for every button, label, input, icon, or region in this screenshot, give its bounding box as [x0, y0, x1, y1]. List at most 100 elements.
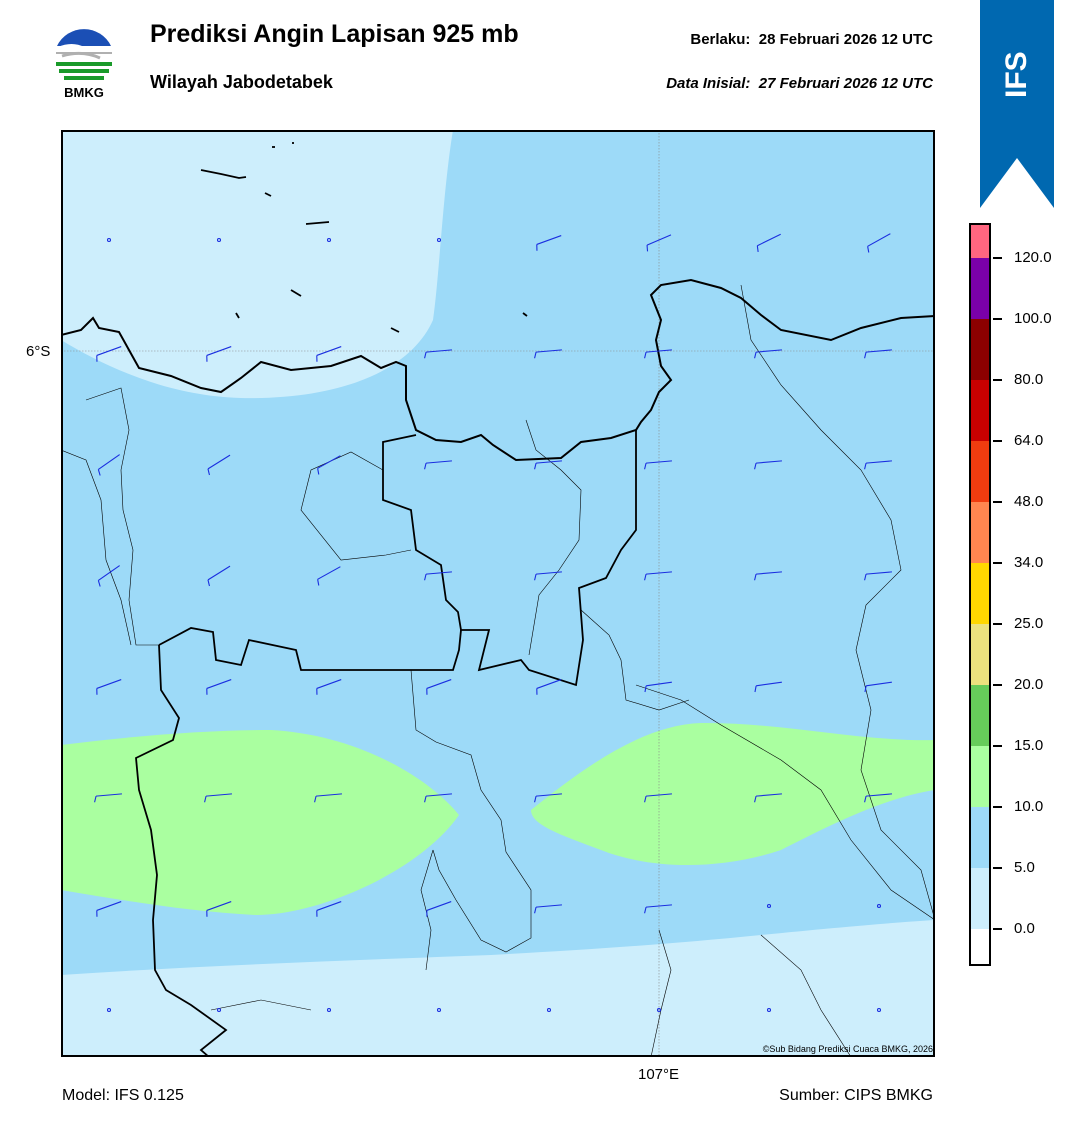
wind-barb: [97, 565, 120, 587]
wind-barb: [864, 793, 892, 803]
wind-barb: [644, 349, 672, 359]
latitude-label: 6°S: [26, 343, 51, 360]
copyright-text: ©Sub Bidang Prediksi Cuaca BMKG, 2026: [762, 1044, 933, 1054]
model-info: Model: IFS 0.125: [62, 1087, 184, 1104]
wind-barb: [644, 460, 672, 470]
wind-barb: [206, 901, 232, 917]
wind-barb: [644, 681, 672, 693]
wind-barb: [754, 793, 782, 803]
wind-barb: [424, 460, 452, 470]
colorbar-segment: [969, 319, 991, 381]
colorbar-tick-label: 80.0: [1014, 371, 1044, 388]
colorbar-tick: [993, 257, 1002, 259]
calm-wind-marker: [656, 1007, 662, 1013]
calm-wind-marker: [436, 237, 442, 243]
wind-barb: [864, 460, 892, 470]
colorbar-segment: [969, 746, 991, 808]
wind-barb: [644, 571, 672, 581]
colorbar-tick-label: 15.0: [1014, 737, 1044, 754]
wind-barb: [644, 904, 672, 914]
wind-barb: [316, 346, 342, 362]
wind-barb: [424, 571, 452, 581]
calm-wind-marker: [216, 1007, 222, 1013]
wind-barb: [534, 460, 562, 470]
colorbar-tick-label: 0.0: [1014, 920, 1035, 937]
wind-barb: [317, 566, 341, 586]
wind-barbs: [94, 233, 892, 1013]
wind-barb: [536, 679, 562, 695]
wind-barb: [204, 793, 232, 803]
colorbar-tick-label: 34.0: [1014, 554, 1044, 571]
longitude-label: 107°E: [638, 1066, 680, 1083]
wind-barb: [867, 233, 891, 253]
colorbar-segment: [969, 502, 991, 564]
wind-barb: [534, 904, 562, 914]
wind-barb: [96, 901, 122, 917]
source-info: Sumber: CIPS BMKG: [779, 1087, 933, 1104]
init-time: Data Inisial: 27 Februari 2026 12 UTC: [666, 75, 933, 92]
wind-barb: [644, 793, 672, 803]
wind-barb: [754, 571, 782, 581]
wind-barb: [97, 454, 120, 476]
colorbar-tick: [993, 867, 1002, 869]
bmkg-logo: [54, 26, 114, 86]
colorbar-tick: [993, 562, 1002, 564]
wind-barb: [754, 460, 782, 470]
wind-barb: [316, 901, 342, 917]
wind-barb: [426, 679, 452, 695]
wind-barb: [96, 679, 122, 695]
calm-wind-marker: [326, 237, 332, 243]
java-coastline: [61, 278, 935, 462]
calm-wind-marker: [766, 903, 772, 909]
colorbar-tick-label: 100.0: [1014, 310, 1052, 327]
calm-wind-marker: [106, 237, 112, 243]
calm-wind-marker: [106, 1007, 112, 1013]
colorbar-tick-label: 48.0: [1014, 493, 1044, 510]
wind-barb: [96, 346, 122, 362]
colorbar-tick: [993, 318, 1002, 320]
calm-wind-marker: [436, 1007, 442, 1013]
wind-barb: [754, 349, 782, 359]
calm-wind-marker: [876, 1007, 882, 1013]
colorbar: [969, 223, 991, 966]
wind-barb: [756, 233, 781, 253]
calm-wind-marker: [546, 1007, 552, 1013]
colorbar-tick-label: 120.0: [1014, 249, 1052, 266]
calm-wind-marker: [876, 903, 882, 909]
colorbar-tick-label: 5.0: [1014, 859, 1035, 876]
calm-wind-marker: [766, 1007, 772, 1013]
wind-region-lt5-south: [61, 920, 935, 1057]
colorbar-segment: [969, 258, 991, 320]
colorbar-tick: [993, 684, 1002, 686]
model-ribbon: [980, 0, 1054, 208]
valid-label: Berlaku:: [690, 31, 751, 48]
wind-barb: [864, 349, 892, 359]
valid-value: 28 Februari 2026 12 UTC: [758, 31, 933, 48]
wind-barb: [206, 346, 232, 362]
wind-barb: [424, 349, 452, 359]
calm-wind-marker: [326, 1007, 332, 1013]
wind-region-lt5-north: [61, 130, 453, 399]
colorbar-tick-label: 10.0: [1014, 798, 1044, 815]
colorbar-tick: [993, 806, 1002, 808]
wind-band-10-15-east: [531, 722, 935, 865]
wind-barb: [206, 679, 232, 695]
colorbar-segment: [969, 441, 991, 503]
colorbar-segment: [969, 380, 991, 442]
wind-barb: [754, 681, 782, 693]
colorbar-segment: [969, 223, 991, 259]
wind-barb: [534, 571, 562, 581]
colorbar-tick-label: 25.0: [1014, 615, 1044, 632]
wind-barb: [316, 679, 342, 695]
wind-band-10-15-west: [61, 730, 459, 915]
calm-wind-marker: [216, 237, 222, 243]
colorbar-tick: [993, 623, 1002, 625]
map-subtitle: Wilayah Jabodetabek: [150, 72, 333, 92]
wind-barb: [534, 793, 562, 803]
colorbar-segment: [969, 624, 991, 686]
colorbar-tick: [993, 501, 1002, 503]
init-value: 27 Februari 2026 12 UTC: [758, 75, 933, 92]
colorbar-segment: [969, 868, 991, 930]
colorbar-segment: [969, 929, 991, 966]
wind-map: [61, 130, 935, 1057]
